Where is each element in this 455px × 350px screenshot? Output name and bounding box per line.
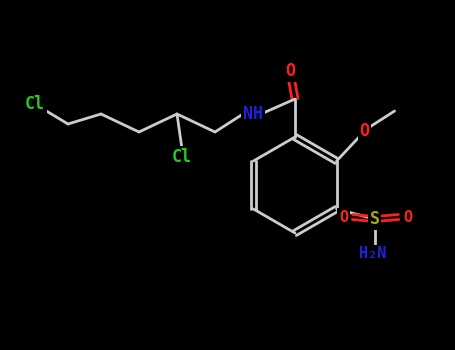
Text: O: O: [359, 122, 369, 140]
Text: O: O: [339, 210, 348, 224]
Text: O: O: [403, 210, 412, 224]
Text: Cl: Cl: [25, 95, 45, 113]
Text: NH: NH: [243, 105, 263, 123]
Text: Cl: Cl: [172, 148, 192, 166]
Text: H₂N: H₂N: [359, 246, 386, 261]
Text: O: O: [285, 62, 295, 80]
Text: S: S: [369, 210, 379, 228]
